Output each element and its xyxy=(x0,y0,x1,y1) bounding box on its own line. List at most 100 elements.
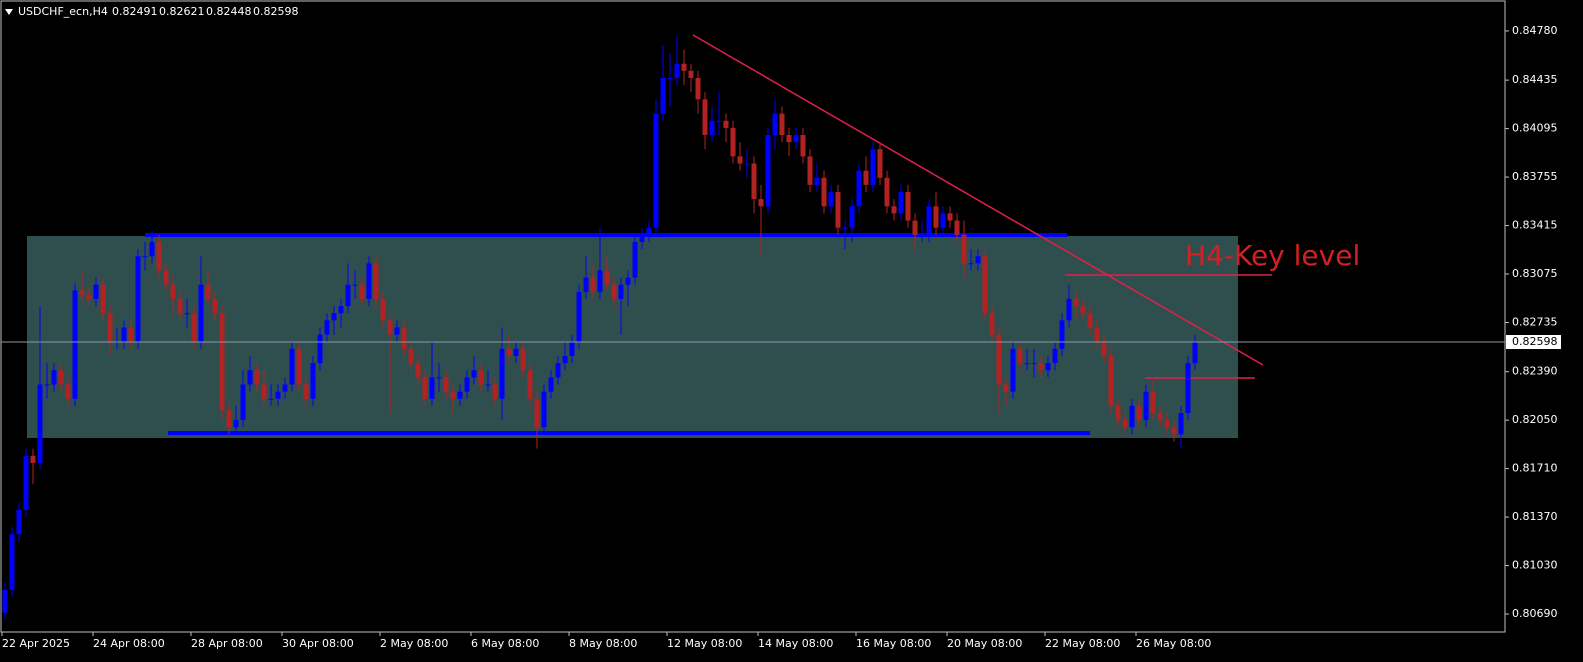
candle-body xyxy=(1115,405,1121,421)
candle-body xyxy=(212,298,218,314)
candle-body xyxy=(912,220,918,235)
candle-body xyxy=(884,177,890,207)
candle-body xyxy=(282,384,288,392)
candle-body xyxy=(205,284,211,299)
trend-line xyxy=(692,34,1264,366)
candle-body xyxy=(135,256,141,342)
candle-body xyxy=(1066,298,1072,321)
candle-body xyxy=(695,77,701,100)
candle-body xyxy=(1052,348,1058,364)
header-value: 0.82621 xyxy=(159,5,205,18)
candle-body xyxy=(79,290,85,295)
candle-body xyxy=(590,277,596,292)
candle-body xyxy=(149,241,155,257)
candle-body xyxy=(534,398,540,428)
y-tick-label: 0.83075 xyxy=(1512,267,1558,280)
candle-body xyxy=(1059,320,1065,349)
candle-body xyxy=(716,120,722,122)
candle-body xyxy=(842,227,848,229)
candle-body xyxy=(1150,391,1156,414)
candle-body xyxy=(968,263,974,265)
candle-body xyxy=(226,410,232,428)
candle-body xyxy=(667,77,673,79)
candle-body xyxy=(9,534,15,590)
candle-body xyxy=(611,284,617,299)
candle-body xyxy=(961,234,967,264)
candle-body xyxy=(660,77,666,114)
candle-body xyxy=(1073,298,1079,307)
candle-body xyxy=(247,370,253,385)
candle-body xyxy=(1136,405,1142,421)
candle-body xyxy=(443,377,449,392)
candle-body xyxy=(933,206,939,228)
candle-body xyxy=(2,589,8,613)
plot-frame xyxy=(0,0,1506,633)
candle-body xyxy=(1157,413,1163,421)
candle-body xyxy=(870,149,876,185)
candle-body xyxy=(128,327,134,342)
candle-body xyxy=(51,370,57,385)
candle-body xyxy=(688,70,694,78)
candle-body xyxy=(681,63,687,71)
header-value: 0.82598 xyxy=(253,5,299,18)
candle-body xyxy=(464,377,470,392)
menu-arrow xyxy=(5,9,13,15)
candle-body xyxy=(415,363,421,378)
candle-body xyxy=(394,327,400,335)
candle-body xyxy=(450,391,456,399)
y-tick-label: 0.84095 xyxy=(1512,122,1558,135)
candle-body xyxy=(366,263,372,299)
candle-body xyxy=(702,99,708,136)
candle-body xyxy=(317,334,323,364)
candle-body xyxy=(604,270,610,285)
candle-body xyxy=(1094,327,1100,342)
candle-body xyxy=(296,348,302,385)
candle-body xyxy=(261,384,267,399)
candle-body xyxy=(380,298,386,321)
candle-body xyxy=(408,348,414,364)
candle-body xyxy=(331,313,337,321)
price-label: 0.82598 xyxy=(1512,335,1558,348)
candle-body xyxy=(429,377,435,399)
candle-body xyxy=(807,156,813,185)
candle-body xyxy=(170,284,176,299)
candle-body xyxy=(184,313,190,315)
candle-body xyxy=(639,234,645,242)
candle-body xyxy=(478,370,484,385)
y-tick-label: 0.80690 xyxy=(1512,607,1558,620)
candle-body xyxy=(835,192,841,228)
candle-body xyxy=(37,384,43,463)
candle-body xyxy=(492,384,498,399)
candle-body xyxy=(1003,384,1009,392)
candle-body xyxy=(401,327,407,349)
candle-body xyxy=(107,313,113,342)
x-tick-label: 24 Apr 08:00 xyxy=(93,637,165,650)
candle-body xyxy=(800,135,806,157)
y-tick-label: 0.81370 xyxy=(1512,510,1558,523)
y-tick-label: 0.82735 xyxy=(1512,315,1558,328)
candle-body xyxy=(100,284,106,314)
candle-body xyxy=(289,348,295,385)
candle-body xyxy=(436,377,442,379)
chart-title: USDCHF_ecn,H4 xyxy=(18,5,108,18)
candle-body xyxy=(1178,413,1184,435)
candle-body xyxy=(793,135,799,143)
candle-body xyxy=(772,113,778,136)
candle-body xyxy=(863,170,869,185)
candle-body xyxy=(632,241,638,278)
candle-body xyxy=(268,398,274,400)
candle-body xyxy=(359,284,365,299)
candle-body xyxy=(65,384,71,399)
candle-body xyxy=(779,113,785,136)
candle-body xyxy=(1122,420,1128,428)
candle-body xyxy=(233,420,239,428)
candle-body xyxy=(254,370,260,385)
candle-body xyxy=(898,192,904,214)
candle-body xyxy=(709,120,715,136)
candle-body xyxy=(23,455,29,510)
candle-body xyxy=(1087,313,1093,328)
candle-body xyxy=(499,348,505,399)
candle-body xyxy=(58,370,64,385)
x-tick-label: 22 May 08:00 xyxy=(1045,637,1120,650)
candle-body xyxy=(569,341,575,356)
